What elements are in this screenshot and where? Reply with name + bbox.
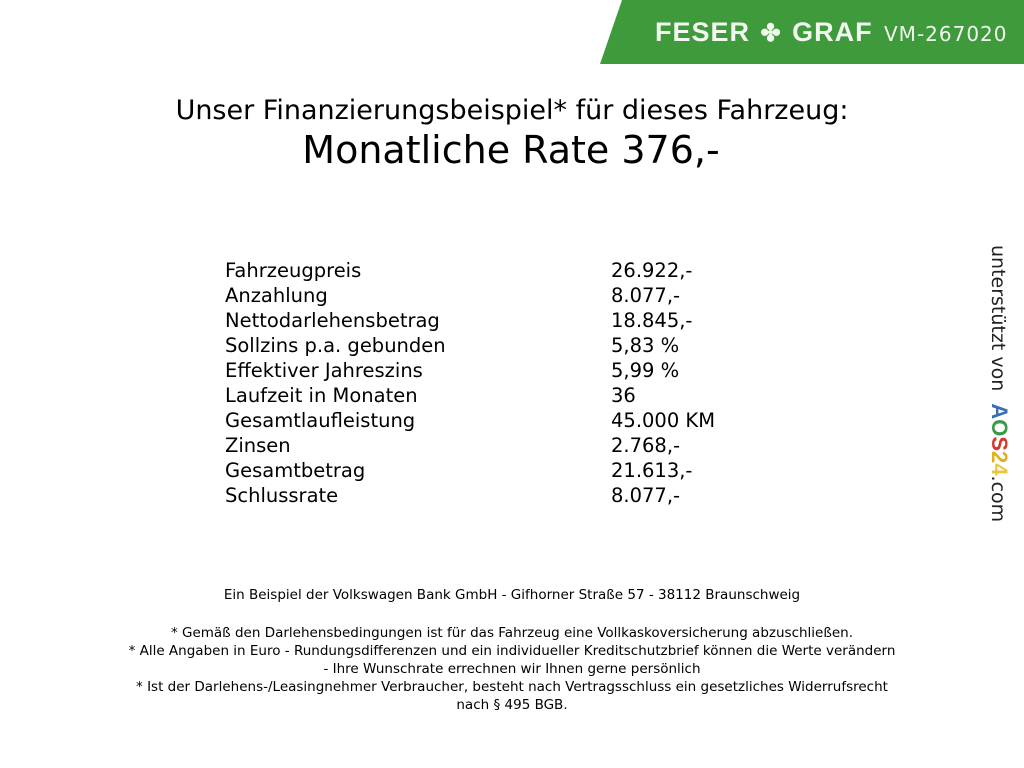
brand-name-1: FESER [655, 17, 751, 47]
vehicle-id: VM-267020 [884, 22, 1008, 46]
table-row: Gesamtlaufleistung 45.000 KM [225, 408, 825, 433]
brand-logo: FESER ✤ GRAF [655, 17, 873, 48]
insurance-note: * Gemäß den Darlehensbedingungen ist für… [170, 625, 854, 641]
sponsor-domain: .com [987, 475, 1009, 523]
row-label: Anzahlung [225, 284, 328, 307]
row-label: Fahrzeugpreis [225, 259, 362, 282]
row-value: 2.768,- [611, 434, 681, 457]
row-value: 45.000 KM [611, 409, 716, 432]
headline: Unser Finanzierungsbeispiel* für dieses … [175, 95, 849, 126]
sponsor-note: unterstützt von AOS24.com [986, 245, 1012, 522]
table-row: Zinsen 2.768,- [225, 433, 825, 458]
row-label: Zinsen [225, 434, 291, 457]
rounding-note: * Alle Angaben in Euro - Rundungsdiffere… [128, 643, 896, 659]
clover-icon: ✤ [760, 20, 782, 47]
row-label: Gesamtlaufleistung [225, 409, 416, 432]
row-value: 5,99 % [611, 359, 680, 382]
monthly-rate-text: Monatliche Rate 376,- [302, 128, 720, 172]
row-value: 5,83 % [611, 334, 680, 357]
row-value: 26.922,- [611, 259, 693, 282]
table-row: Sollzins p.a. gebunden 5,83 % [225, 333, 825, 358]
withdrawal-note: * Ist der Darlehens-/Leasingnehmer Verbr… [136, 679, 888, 695]
row-label: Sollzins p.a. gebunden [225, 334, 446, 357]
bank-note: Ein Beispiel der Volkswagen Bank GmbH - … [223, 587, 801, 603]
withdrawal-note-2: nach § 495 BGB. [456, 697, 568, 713]
sponsor-text: unterstützt von [987, 245, 1009, 392]
brand-name-2: GRAF [792, 17, 873, 47]
row-value: 36 [611, 384, 636, 407]
row-value: 21.613,- [611, 459, 693, 482]
table-row: Anzahlung 8.077,- [225, 283, 825, 308]
table-row: Nettodarlehensbetrag 18.845,- [225, 308, 825, 333]
aos24-logo: AOS24 [987, 403, 1012, 476]
brand-banner [600, 0, 1024, 64]
monthly-rate: Monatliche Rate 376,- [0, 128, 1024, 172]
footer-notes: Ein Beispiel der Volkswagen Bank GmbH - … [0, 586, 1024, 714]
row-label: Laufzeit in Monaten [225, 384, 418, 407]
row-label: Effektiver Jahreszins [225, 359, 423, 382]
row-label: Nettodarlehensbetrag [225, 309, 440, 332]
row-value: 18.845,- [611, 309, 693, 332]
rounding-note-2: - Ihre Wunschrate errechnen wir Ihnen ge… [323, 661, 701, 677]
row-value: 8.077,- [611, 484, 681, 507]
finance-table: Fahrzeugpreis 26.922,- Anzahlung 8.077,- Net… [225, 258, 825, 508]
table-row: Effektiver Jahreszins 5,99 % [225, 358, 825, 383]
table-row: Schlussrate 8.077,- [225, 483, 825, 508]
row-value: 8.077,- [611, 284, 681, 307]
table-row: Gesamtbetrag 21.613,- [225, 458, 825, 483]
row-label: Schlussrate [225, 484, 339, 507]
table-row: Laufzeit in Monaten 36 [225, 383, 825, 408]
row-label: Gesamtbetrag [225, 459, 366, 482]
table-row: Fahrzeugpreis 26.922,- [225, 258, 825, 283]
